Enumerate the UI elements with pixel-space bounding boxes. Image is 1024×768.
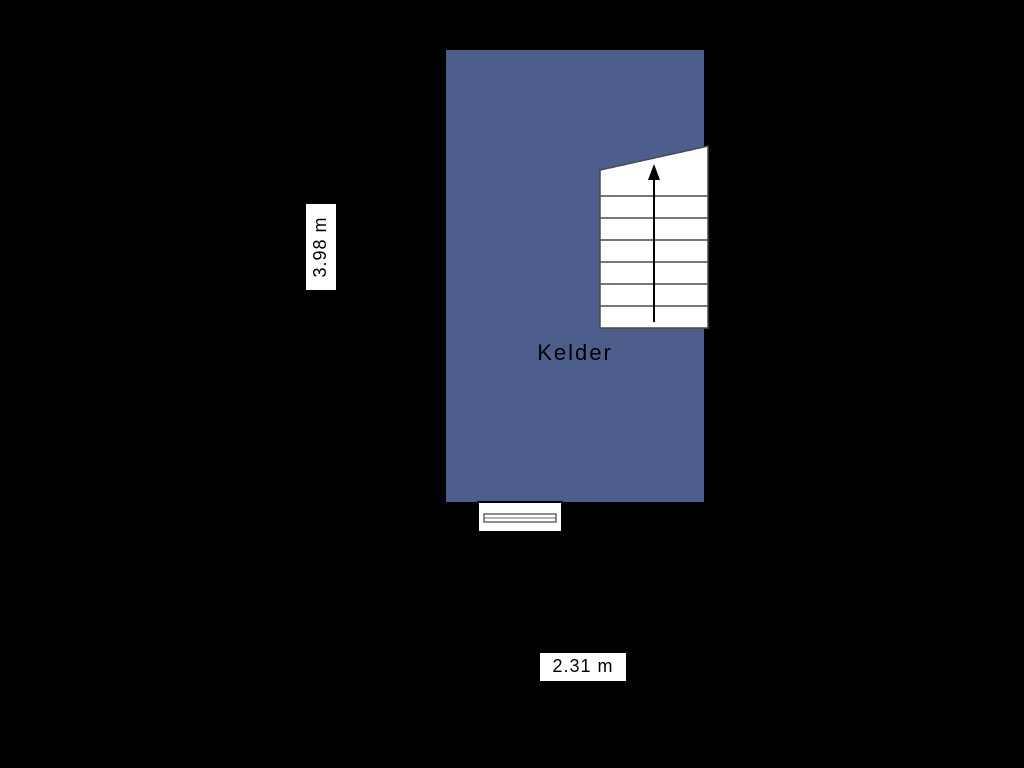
dimension-height: 3.98 m	[306, 200, 336, 294]
room-label: Kelder	[537, 340, 613, 365]
door-bottom	[478, 502, 562, 532]
floorplan-diagram: Kelder 3.98 m 2.31 m	[0, 0, 1024, 768]
dimension-width: 2.31 m	[536, 653, 630, 681]
dimension-width-label: 2.31 m	[552, 656, 613, 676]
dimension-height-label: 3.98 m	[310, 216, 330, 277]
stairs	[600, 146, 708, 328]
